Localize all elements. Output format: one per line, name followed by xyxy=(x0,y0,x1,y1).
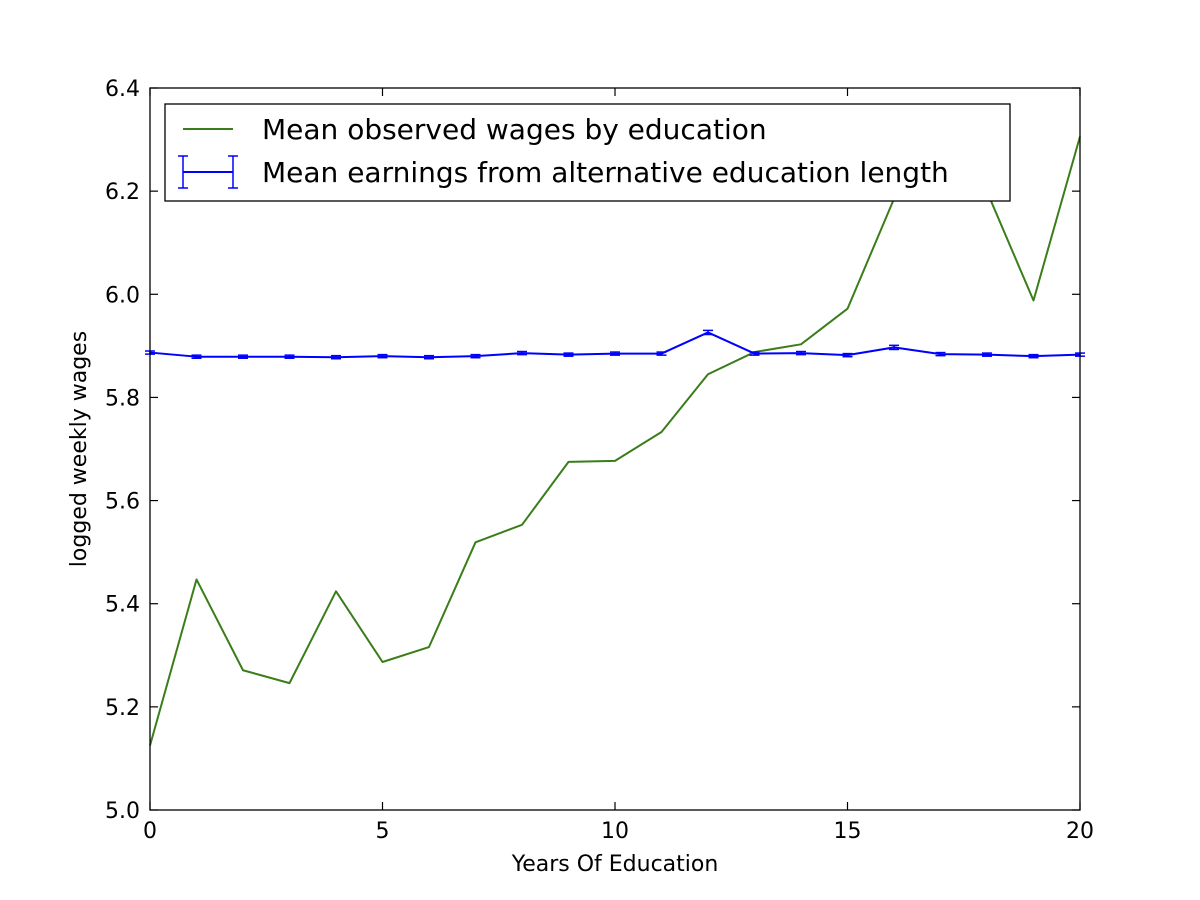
y-tick-label: 6.2 xyxy=(105,180,140,205)
legend-label-alternative: Mean earnings from alternative education… xyxy=(262,156,949,189)
legend-label-observed: Mean observed wages by education xyxy=(262,113,767,146)
x-tick-label: 20 xyxy=(1066,819,1094,844)
x-tick-label: 10 xyxy=(601,819,629,844)
plot-frame xyxy=(149,87,1081,811)
y-tick-label: 5.0 xyxy=(105,799,140,824)
x-tick-label: 15 xyxy=(834,819,862,844)
y-tick-label: 5.6 xyxy=(105,490,140,515)
tick-labels-layer: 0 5 10 15 20 5.0 5.2 5.4 5.6 5.8 6.0 6.2 6.4 xyxy=(105,77,1094,844)
y-tick-label: 5.8 xyxy=(105,386,140,411)
y-tick-label: 5.4 xyxy=(105,593,140,618)
x-tick-label: 0 xyxy=(143,819,157,844)
legend: Mean observed wages by education Mean ea… xyxy=(164,103,1011,202)
y-tick-label: 6.0 xyxy=(105,283,140,308)
legend-errorbar-symbol xyxy=(178,155,238,189)
x-axis-label: Years Of Education xyxy=(511,852,719,877)
y-tick-label: 6.4 xyxy=(105,77,140,102)
legend-frame xyxy=(164,103,1011,202)
series-1 xyxy=(145,329,1085,360)
y-tick-label: 5.2 xyxy=(105,696,140,721)
y-axis-label: logged weekly wages xyxy=(67,331,92,567)
plot-area xyxy=(150,88,1080,810)
x-tick-label: 5 xyxy=(376,819,390,844)
